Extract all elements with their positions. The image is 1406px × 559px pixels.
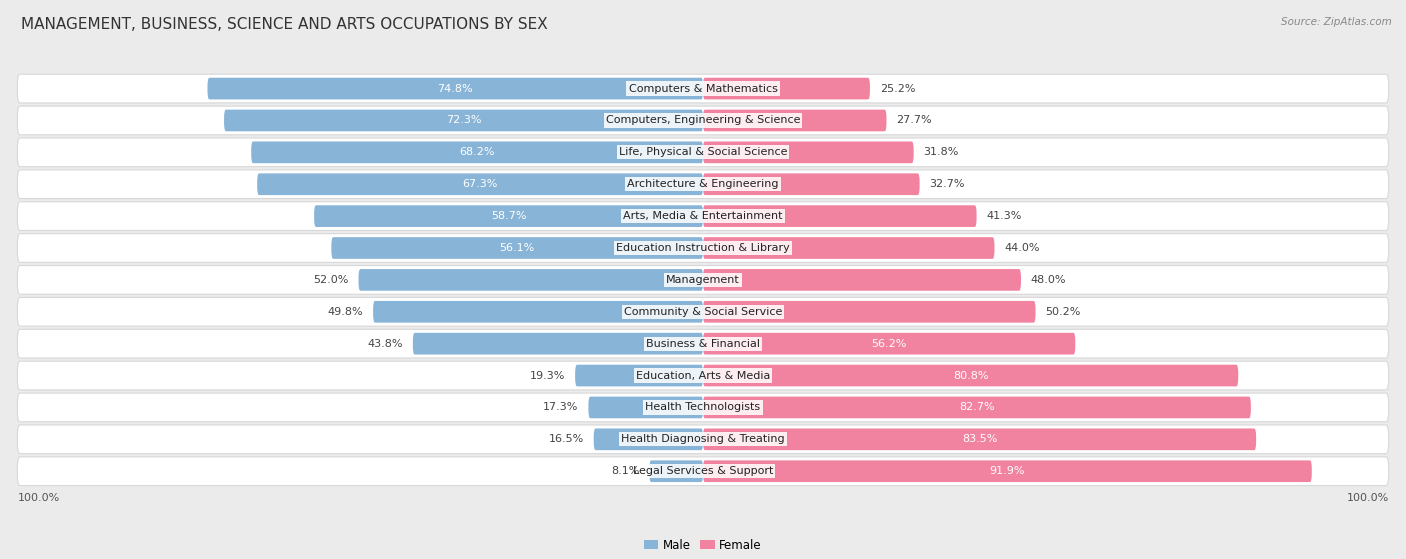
FancyBboxPatch shape	[703, 110, 887, 131]
FancyBboxPatch shape	[650, 461, 703, 482]
Text: 31.8%: 31.8%	[924, 148, 959, 157]
Text: 67.3%: 67.3%	[463, 179, 498, 190]
FancyBboxPatch shape	[703, 364, 1239, 386]
FancyBboxPatch shape	[17, 297, 1389, 326]
FancyBboxPatch shape	[703, 205, 977, 227]
FancyBboxPatch shape	[17, 202, 1389, 230]
FancyBboxPatch shape	[17, 393, 1389, 422]
FancyBboxPatch shape	[257, 173, 703, 195]
Text: 74.8%: 74.8%	[437, 84, 472, 93]
FancyBboxPatch shape	[17, 234, 1389, 262]
FancyBboxPatch shape	[359, 269, 703, 291]
Text: 25.2%: 25.2%	[880, 84, 915, 93]
Text: Management: Management	[666, 275, 740, 285]
FancyBboxPatch shape	[17, 329, 1389, 358]
FancyBboxPatch shape	[703, 461, 1312, 482]
Text: 91.9%: 91.9%	[990, 466, 1025, 476]
Text: Health Diagnosing & Treating: Health Diagnosing & Treating	[621, 434, 785, 444]
FancyBboxPatch shape	[593, 429, 703, 450]
Text: Legal Services & Support: Legal Services & Support	[633, 466, 773, 476]
Text: 56.2%: 56.2%	[872, 339, 907, 349]
Text: MANAGEMENT, BUSINESS, SCIENCE AND ARTS OCCUPATIONS BY SEX: MANAGEMENT, BUSINESS, SCIENCE AND ARTS O…	[21, 17, 548, 32]
Text: 83.5%: 83.5%	[962, 434, 997, 444]
FancyBboxPatch shape	[703, 141, 914, 163]
Text: Computers & Mathematics: Computers & Mathematics	[628, 84, 778, 93]
FancyBboxPatch shape	[703, 396, 1251, 418]
Text: Life, Physical & Social Science: Life, Physical & Social Science	[619, 148, 787, 157]
Text: 41.3%: 41.3%	[987, 211, 1022, 221]
FancyBboxPatch shape	[703, 301, 1036, 323]
Text: 52.0%: 52.0%	[314, 275, 349, 285]
FancyBboxPatch shape	[332, 237, 703, 259]
Text: Architecture & Engineering: Architecture & Engineering	[627, 179, 779, 190]
FancyBboxPatch shape	[588, 396, 703, 418]
FancyBboxPatch shape	[224, 110, 703, 131]
Text: 17.3%: 17.3%	[543, 402, 578, 413]
FancyBboxPatch shape	[703, 333, 1076, 354]
FancyBboxPatch shape	[252, 141, 703, 163]
Text: 100.0%: 100.0%	[17, 493, 59, 503]
Text: 56.1%: 56.1%	[499, 243, 534, 253]
FancyBboxPatch shape	[703, 78, 870, 100]
FancyBboxPatch shape	[17, 425, 1389, 454]
Text: 27.7%: 27.7%	[897, 116, 932, 125]
FancyBboxPatch shape	[373, 301, 703, 323]
Text: 68.2%: 68.2%	[460, 148, 495, 157]
FancyBboxPatch shape	[17, 266, 1389, 294]
Text: Arts, Media & Entertainment: Arts, Media & Entertainment	[623, 211, 783, 221]
FancyBboxPatch shape	[703, 269, 1021, 291]
FancyBboxPatch shape	[17, 106, 1389, 135]
FancyBboxPatch shape	[17, 457, 1389, 486]
FancyBboxPatch shape	[703, 237, 994, 259]
FancyBboxPatch shape	[413, 333, 703, 354]
FancyBboxPatch shape	[703, 429, 1256, 450]
FancyBboxPatch shape	[703, 173, 920, 195]
Text: Source: ZipAtlas.com: Source: ZipAtlas.com	[1281, 17, 1392, 27]
Text: Education, Arts & Media: Education, Arts & Media	[636, 371, 770, 381]
Text: Education Instruction & Library: Education Instruction & Library	[616, 243, 790, 253]
Text: 43.8%: 43.8%	[367, 339, 404, 349]
Legend: Male, Female: Male, Female	[644, 538, 762, 552]
Text: Community & Social Service: Community & Social Service	[624, 307, 782, 317]
FancyBboxPatch shape	[208, 78, 703, 100]
Text: 72.3%: 72.3%	[446, 116, 481, 125]
FancyBboxPatch shape	[17, 170, 1389, 198]
Text: Business & Financial: Business & Financial	[645, 339, 761, 349]
Text: 82.7%: 82.7%	[959, 402, 994, 413]
Text: 100.0%: 100.0%	[1347, 493, 1389, 503]
Text: 32.7%: 32.7%	[929, 179, 965, 190]
FancyBboxPatch shape	[17, 138, 1389, 167]
FancyBboxPatch shape	[314, 205, 703, 227]
Text: Computers, Engineering & Science: Computers, Engineering & Science	[606, 116, 800, 125]
Text: Health Technologists: Health Technologists	[645, 402, 761, 413]
Text: 8.1%: 8.1%	[612, 466, 640, 476]
FancyBboxPatch shape	[17, 361, 1389, 390]
Text: 19.3%: 19.3%	[530, 371, 565, 381]
Text: 49.8%: 49.8%	[328, 307, 363, 317]
Text: 48.0%: 48.0%	[1031, 275, 1066, 285]
Text: 50.2%: 50.2%	[1046, 307, 1081, 317]
FancyBboxPatch shape	[17, 74, 1389, 103]
Text: 80.8%: 80.8%	[953, 371, 988, 381]
Text: 16.5%: 16.5%	[548, 434, 583, 444]
Text: 44.0%: 44.0%	[1004, 243, 1040, 253]
FancyBboxPatch shape	[575, 364, 703, 386]
Text: 58.7%: 58.7%	[491, 211, 526, 221]
